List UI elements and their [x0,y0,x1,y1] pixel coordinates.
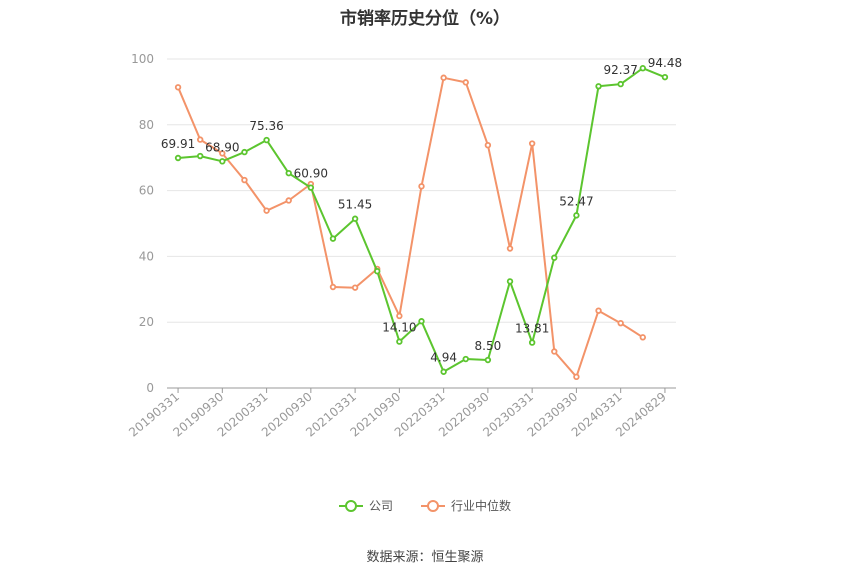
data-point [329,235,337,242]
legend-label-industry-median: 行业中位数 [451,499,512,513]
legend-marker-industry-median [421,499,445,513]
data-point [418,183,425,190]
data-label: 60.90 [294,167,328,181]
y-tick-label: 80 [139,118,154,132]
data-point [196,152,204,160]
data-point [351,215,359,222]
y-tick-label: 40 [139,249,154,263]
data-point [506,245,514,252]
y-tick-label: 60 [139,184,154,198]
data-point [573,373,580,381]
data-point [241,176,248,184]
data-point [639,65,647,72]
data-point [263,207,270,214]
data-point [528,140,536,147]
data-point [506,278,514,285]
data-point [595,83,602,90]
data-label: 75.36 [249,119,283,133]
data-point [639,334,647,341]
data-source: 数据来源：恒生聚源 [366,550,484,565]
series-line-1 [177,76,644,378]
data-point [351,284,359,291]
data-point [462,79,469,86]
data-label: 52.47 [559,194,593,208]
legend-marker-company [338,499,363,513]
data-point [440,368,447,375]
data-point [440,74,447,81]
data-label: 51.45 [338,198,372,212]
legend: 公司 行业中位数 [0,497,850,514]
y-tick-label: 20 [139,315,154,329]
data-point [484,356,492,364]
data-point [285,197,292,204]
data-point [661,73,669,81]
data-point [396,338,403,345]
data-point [196,136,204,143]
data-point [484,141,492,149]
data-point [617,319,624,327]
data-point [462,355,469,363]
data-label: 8.50 [475,339,502,353]
data-point [374,268,381,275]
y-tick-label: 100 [131,52,154,66]
data-label: 13.81 [515,322,549,336]
data-point [241,148,248,156]
data-point [551,348,558,355]
legend-item-company[interactable]: 公司 [338,497,393,514]
data-point [174,84,182,91]
legend-item-industry-median[interactable]: 行业中位数 [421,497,511,514]
data-label: 69.91 [161,137,195,151]
data-point [617,80,624,88]
series-line-0 [178,67,666,373]
data-label: 4.94 [430,351,457,365]
data-point [307,184,315,191]
data-point [528,339,536,346]
data-label: 92.37 [603,63,637,77]
data-point [174,154,182,162]
y-tick-label: 0 [146,381,154,395]
data-label: 94.48 [648,56,682,70]
data-label: 14.10 [382,321,416,335]
data-point [396,312,403,320]
data-point [329,283,337,291]
data-point [263,136,270,144]
data-label: 68.90 [205,140,239,154]
data-point [551,254,558,261]
data-point [595,307,602,314]
chart-title: 市销率历史分位（%） [339,9,511,29]
data-point [219,158,226,165]
data-point [219,150,226,157]
data-point [418,318,425,325]
data-point [573,212,580,219]
legend-label-company: 公司 [368,499,393,513]
data-point [285,169,292,177]
